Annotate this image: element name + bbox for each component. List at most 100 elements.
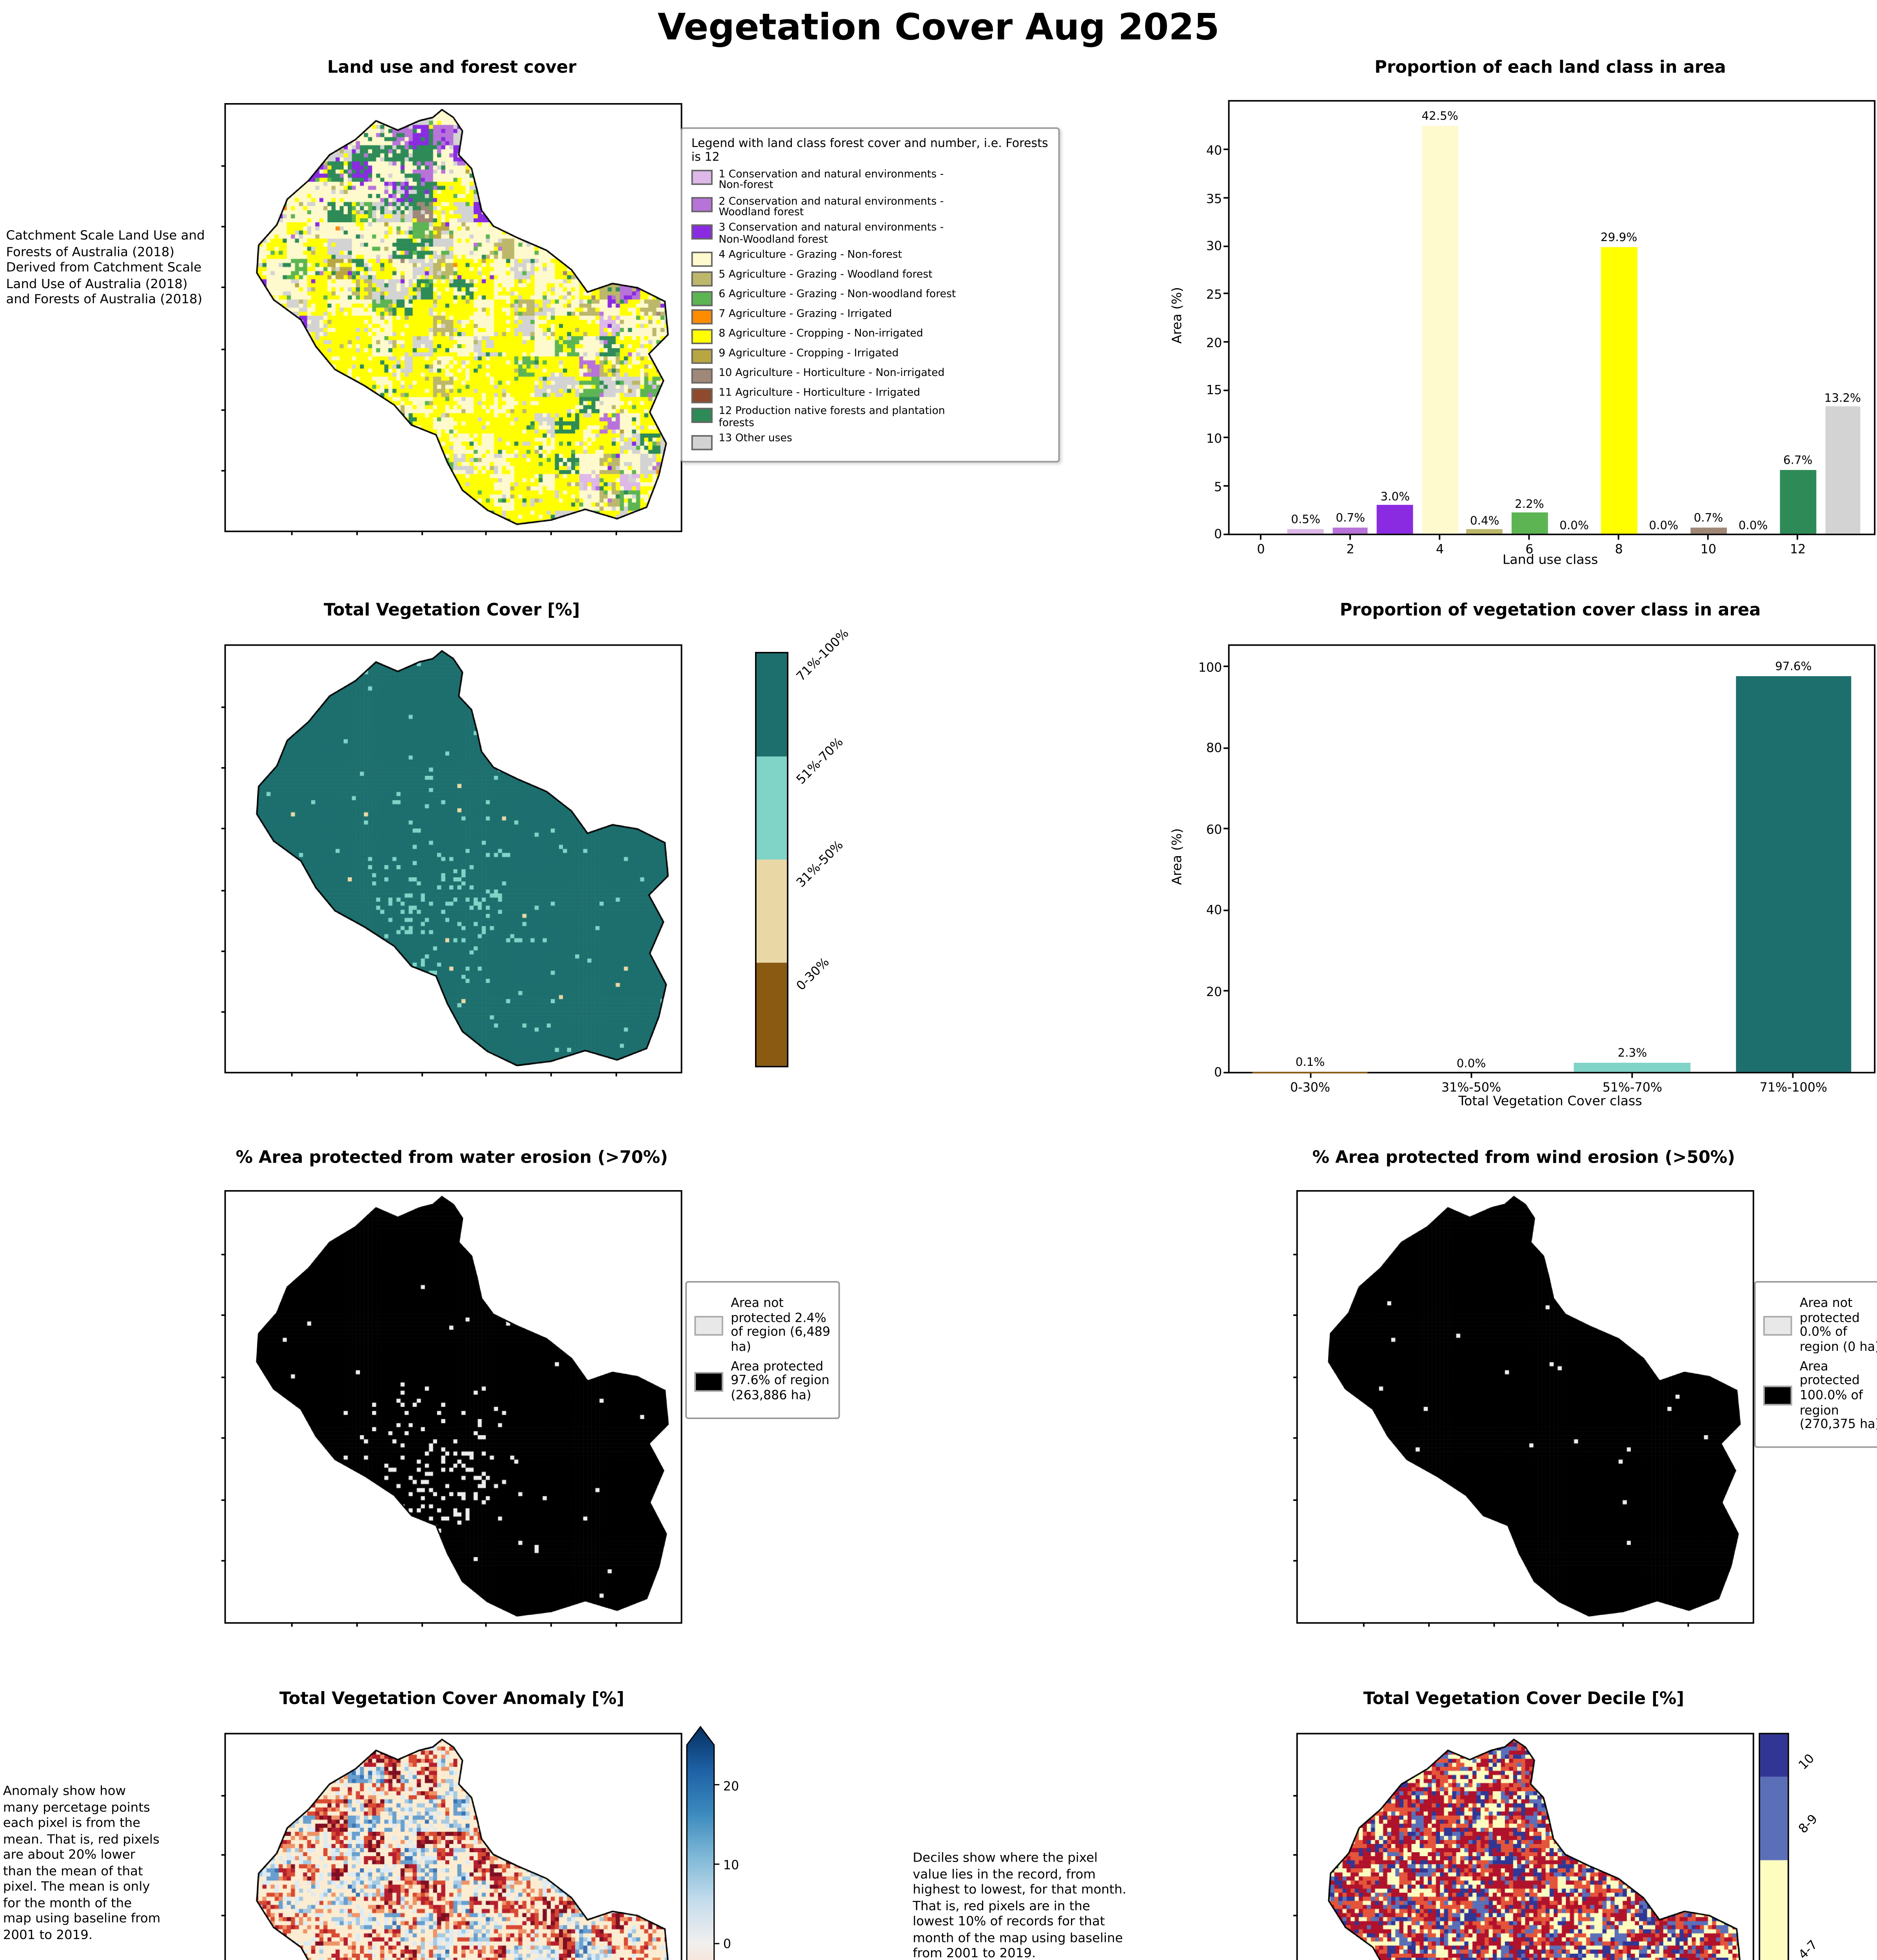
y-tick-label: 25 — [1206, 287, 1222, 302]
landclass-chart-xlabel: Land use class — [1502, 553, 1598, 569]
map-x-tick — [356, 530, 357, 535]
bar-vegclass-2 — [1574, 1062, 1690, 1072]
map-y-tick — [221, 1561, 226, 1562]
y-tick — [1223, 389, 1230, 390]
bar-value-label: 29.9% — [1600, 230, 1637, 245]
bar-value-label: 13.2% — [1824, 391, 1861, 405]
y-tick-label: 15 — [1206, 383, 1222, 398]
legend-item: 5 Agriculture - Grazing - Woodland fores… — [691, 269, 1049, 286]
map-y-tick — [221, 1437, 226, 1439]
decile-cbar-label: 10 — [1795, 1750, 1817, 1772]
map-x-tick — [486, 530, 487, 535]
map-y-tick — [221, 1855, 226, 1856]
x-tick — [1618, 534, 1620, 540]
map-y-tick — [221, 1376, 226, 1377]
bar-landclass-10 — [1690, 527, 1726, 534]
decile-cbar-label: 8-9 — [1795, 1810, 1821, 1836]
y-tick — [1223, 437, 1230, 438]
y-tick — [1223, 293, 1230, 294]
veg-cbar-label: 31%-50% — [793, 837, 846, 890]
x-tick-label: 31%-50% — [1441, 1079, 1501, 1095]
map-y-tick — [1293, 1499, 1298, 1501]
area-not-protected-label: Area not protected 2.4% of region (6,489… — [731, 1294, 830, 1354]
bar-value-label: 0.7% — [1336, 511, 1365, 525]
vegcover-map — [221, 644, 683, 1076]
legend-swatch — [691, 224, 713, 240]
decile-colorbar: 108-94-72-31 — [1759, 1733, 1820, 1960]
bar-landclass-4 — [1422, 125, 1458, 534]
y-tick — [1223, 828, 1230, 829]
landuse-legend-items: 1 Conservation and natural environments … — [691, 168, 1049, 450]
map-y-tick — [1293, 1561, 1298, 1562]
map-x-tick — [486, 1622, 487, 1627]
y-tick — [1223, 990, 1230, 991]
y-tick-label: 0 — [1214, 526, 1222, 542]
legend-item-label: 8 Agriculture - Cropping - Non-irrigated — [719, 327, 923, 339]
bar-landclass-1 — [1287, 529, 1324, 534]
legend-item: 3 Conservation and natural environments … — [691, 222, 1049, 247]
y-tick-label: 100 — [1198, 659, 1222, 675]
legend-item-label: 10 Agriculture - Horticulture - Non-irri… — [719, 366, 945, 379]
map-y-tick — [1293, 1915, 1298, 1916]
area-protected-swatch — [694, 1371, 723, 1392]
legend-swatch — [691, 329, 713, 345]
y-tick — [1223, 149, 1230, 151]
legend-item: 10 Agriculture - Horticulture - Non-irri… — [691, 366, 1049, 384]
map-x-tick — [290, 530, 292, 535]
landuse-map — [221, 103, 683, 535]
map-y-tick — [1293, 1794, 1298, 1796]
x-tick-label: 0 — [1257, 541, 1265, 557]
y-tick-label: 40 — [1206, 902, 1222, 918]
legend-item-label: 6 Agriculture - Grazing - Non-woodland f… — [719, 288, 956, 300]
legend-item-label: 11 Agriculture - Horticulture - Irrigate… — [719, 386, 920, 398]
map-x-tick — [1492, 1622, 1494, 1627]
bar-value-label: 97.6% — [1775, 660, 1812, 674]
bar-value-label: 0.5% — [1291, 513, 1320, 527]
legend-item: 13 Other uses — [691, 433, 1049, 450]
map-x-tick — [356, 1622, 357, 1627]
landuse-legend-title: Legend with land class forest cover and … — [691, 136, 1048, 165]
bar-value-label: 2.3% — [1617, 1046, 1647, 1060]
anomaly-map — [221, 1733, 683, 1960]
x-tick-label: 8 — [1615, 541, 1623, 557]
wind-erosion-map-canvas — [1298, 1191, 1753, 1622]
map-x-tick — [615, 530, 617, 535]
decile-map-canvas — [1298, 1734, 1753, 1960]
landuse-map-canvas — [226, 104, 681, 531]
x-tick-label: 0-30% — [1290, 1079, 1331, 1095]
x-tick-label: 51%-70% — [1602, 1079, 1662, 1095]
x-tick — [1793, 1072, 1794, 1078]
legend-item-label: 3 Conservation and natural environments … — [719, 222, 944, 246]
legend-item: 7 Agriculture - Grazing - Irrigated — [691, 308, 1049, 325]
legend-swatch — [691, 435, 713, 450]
legend-swatch — [691, 407, 713, 423]
wind-erosion-title: % Area protected from wind erosion (>50%… — [1312, 1147, 1735, 1167]
landuse-map-title: Land use and forest cover — [327, 57, 577, 78]
vegcover-map-canvas — [226, 646, 681, 1072]
map-y-tick — [221, 470, 226, 471]
vegclass-chart-ylabel: Area (%) — [1170, 828, 1186, 885]
map-y-tick — [221, 828, 226, 830]
y-tick — [1223, 485, 1230, 486]
x-tick-label: 10 — [1700, 541, 1717, 557]
legend-item-label: 5 Agriculture - Grazing - Woodland fores… — [719, 269, 933, 281]
vegcover-map-title: Total Vegetation Cover [%] — [323, 600, 580, 620]
map-y-tick — [221, 889, 226, 891]
legend-item: 6 Agriculture - Grazing - Non-woodland f… — [691, 288, 1049, 306]
x-tick — [1470, 1072, 1472, 1078]
bar-value-label: 42.5% — [1421, 109, 1458, 123]
bar-landclass-12 — [1780, 469, 1816, 534]
x-tick-label: 6 — [1525, 541, 1534, 557]
x-tick — [1260, 534, 1262, 540]
x-tick-label: 71%-100% — [1759, 1079, 1827, 1095]
legend-swatch — [691, 310, 713, 325]
bar-value-label: 2.2% — [1514, 496, 1544, 510]
legend-swatch — [691, 251, 713, 267]
y-tick-label: 30 — [1206, 238, 1222, 254]
y-tick-label: 20 — [1206, 334, 1222, 350]
map-x-tick — [290, 1622, 292, 1627]
map-y-tick — [1293, 1376, 1298, 1377]
x-tick-label: 12 — [1790, 541, 1806, 557]
wind-erosion-map — [1293, 1190, 1754, 1627]
x-tick — [1309, 1072, 1311, 1078]
